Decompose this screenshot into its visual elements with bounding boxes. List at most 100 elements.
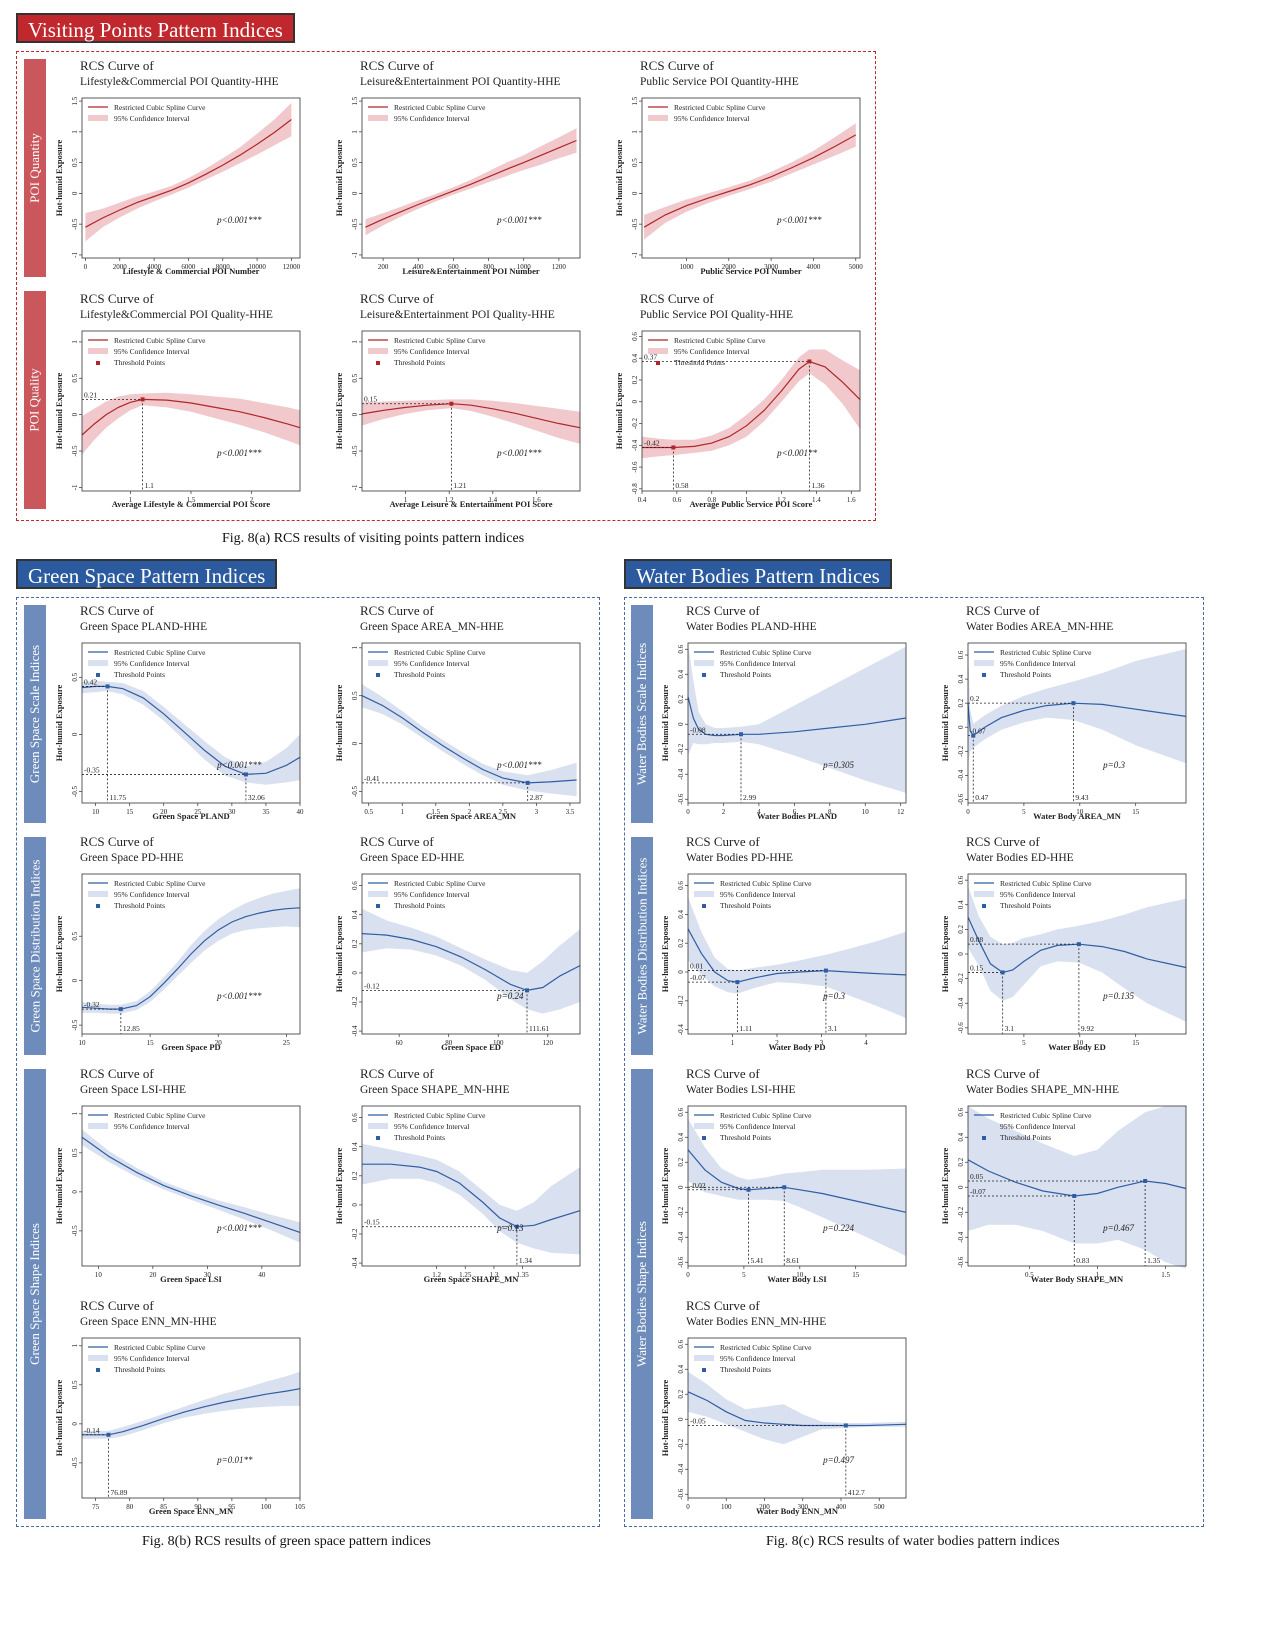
legend-curve-label: Restricted Cubic Spline Curve: [720, 648, 812, 657]
x-axis-label: Green Space PD: [161, 1042, 220, 1052]
x-tick-label: 0: [686, 1271, 690, 1279]
legend-curve-label: Restricted Cubic Spline Curve: [394, 336, 486, 345]
threshold-point: [514, 1224, 519, 1229]
p-value-label: p=0.135: [1102, 991, 1134, 1001]
y-tick-label: 0: [351, 1203, 359, 1207]
x-tick-label: 10: [862, 808, 870, 816]
p-value-label: p=0.224: [822, 1223, 854, 1233]
chart-water-shape-mn: RCS Curve of Water Bodies SHAPE_MN-HHE 0.8…: [938, 1066, 1188, 1294]
legend-ci-label: 95% Confidence Interval: [720, 659, 795, 668]
confidence-band: [82, 392, 300, 455]
plot-frame: [361, 97, 581, 259]
chart-title-line1: RCS Curve of: [360, 834, 434, 849]
chart-title-line1: RCS Curve of: [80, 58, 154, 73]
chart-svg: RCS Curve of Water Bodies PLAND-HHE 2.99 -0…: [660, 603, 907, 821]
y-axis-label: Hot-humid Exposure: [54, 372, 64, 449]
confidence-band: [82, 1129, 300, 1243]
green-frame: [16, 597, 600, 1527]
x-axis-label: Public Service POI Number: [700, 266, 802, 276]
y-tick-label: -0.5: [71, 445, 79, 457]
x-tick-label: 1: [400, 808, 404, 816]
chart-green-enn-mn: RCS Curve of Green Space ENN_MN-HHE 76.89 -…: [52, 1298, 306, 1526]
rcs-curve: [81, 398, 301, 436]
legend-threshold-label: Threshold Points: [394, 1133, 445, 1142]
y-tick-label: 0.2: [677, 938, 685, 947]
threshold-point: [105, 684, 110, 689]
threshold-y-label: -0.35: [84, 765, 100, 774]
legend-threshold-swatch: [702, 673, 706, 677]
chart-title-line2: Green Space AREA_MN-HHE: [360, 621, 504, 633]
y-axis-label: Hot-humid Exposure: [334, 684, 344, 761]
x-tick-label: 8000: [216, 263, 231, 271]
x-tick-label: 10: [95, 1271, 103, 1279]
x-tick-label: 40: [258, 1271, 266, 1279]
y-tick-label: 0.4: [351, 1142, 359, 1151]
p-value-label: p<0.001***: [496, 215, 542, 225]
chart-title-line1: RCS Curve of: [686, 1298, 760, 1313]
y-tick-label: -1: [71, 252, 79, 258]
x-axis-label: Leisure&Entertainment POI Number: [402, 266, 539, 276]
legend-ci-swatch: [974, 891, 994, 897]
threshold-point: [525, 988, 530, 993]
x-axis-label: Water Body AREA_MN: [1033, 811, 1122, 821]
x-tick-label: 0.4: [638, 496, 647, 504]
chart-title-line1: RCS Curve of: [686, 603, 760, 618]
x-tick-label: 3000: [764, 263, 779, 271]
y-tick-label: 0.4: [677, 1364, 685, 1373]
y-tick-label: 1: [71, 1112, 79, 1116]
side-green-distribution: Green Space Distribution Indices: [24, 837, 46, 1055]
plot-frame: [81, 642, 301, 804]
y-tick-label: 0.4: [351, 910, 359, 919]
plot-frame: [687, 642, 907, 804]
y-tick-label: -0.4: [351, 1025, 359, 1037]
chart-title-line2: Green Space ENN_MN-HHE: [80, 1316, 217, 1328]
y-tick-label: 0.2: [677, 1389, 685, 1398]
threshold-point: [1072, 1194, 1077, 1198]
plot-frame: [967, 1105, 1187, 1267]
p-value-label: p<0.001***: [776, 215, 822, 225]
plot-frame: [641, 330, 861, 492]
y-tick-label: -0.5: [631, 218, 639, 230]
x-axis-label: Water Bodies PLAND: [757, 811, 837, 821]
threshold-point: [140, 397, 145, 402]
p-value-label: p<0.001***: [216, 448, 262, 458]
x-tick-label: 1.4: [488, 496, 497, 504]
x-tick-label: 4000: [806, 263, 821, 271]
chart-green-pland: RCS Curve of Green Space PLAND-HHE 11.75 0.…: [52, 603, 304, 831]
x-tick-label: 200: [759, 1503, 770, 1511]
threshold-y-label: 0.08: [970, 935, 983, 944]
x-tick-label: 3: [535, 808, 539, 816]
threshold-y-label: -0.42: [644, 438, 660, 447]
x-tick-label: 20: [215, 1039, 223, 1047]
threshold-y-label: -0.05: [690, 1417, 706, 1426]
x-tick-label: 12000: [283, 263, 301, 271]
y-tick-label: 0.5: [71, 1148, 79, 1157]
y-tick-label: 0: [351, 971, 359, 975]
x-tick-label: 2: [722, 808, 726, 816]
y-tick-label: 0: [71, 1422, 79, 1426]
legend-threshold-label: Threshold Points: [114, 1365, 165, 1374]
threshold-y-label: 0.37: [644, 352, 657, 361]
legend-ci-label: 95% Confidence Interval: [114, 890, 189, 899]
y-tick-label: 1: [351, 340, 359, 344]
x-tick-label: 0.5: [364, 808, 373, 816]
y-tick-label: -0.5: [71, 218, 79, 230]
threshold-y-label: -0.07: [970, 727, 986, 736]
x-tick-label: 1: [1096, 1271, 1100, 1279]
plot-frame: [687, 873, 907, 1035]
x-axis-label: Green Space PLAND: [152, 811, 229, 821]
legend-curve-label: Restricted Cubic Spline Curve: [1000, 1111, 1092, 1120]
y-tick-label: -0.2: [351, 1228, 359, 1240]
y-tick-label: -0.4: [677, 1463, 685, 1475]
x-tick-label: 6000: [181, 263, 196, 271]
chart-title-line2: Public Service POI Quality-HHE: [640, 309, 793, 321]
x-tick-label: 2.5: [498, 808, 507, 816]
threshold-y-label: -0.07: [690, 973, 706, 982]
y-tick-label: 0.5: [71, 672, 79, 681]
chart-svg: RCS Curve of Green Space PD-HHE 12.85 -0.32…: [54, 834, 301, 1052]
threshold-y-label: 0.15: [364, 395, 377, 404]
y-tick-label: 0.2: [957, 1157, 965, 1166]
chart-svg: RCS Curve of Water Bodies PD-HHE 1.11 -0.07…: [660, 834, 907, 1052]
x-tick-label: 20: [149, 1271, 157, 1279]
y-tick-label: 1: [71, 130, 79, 134]
